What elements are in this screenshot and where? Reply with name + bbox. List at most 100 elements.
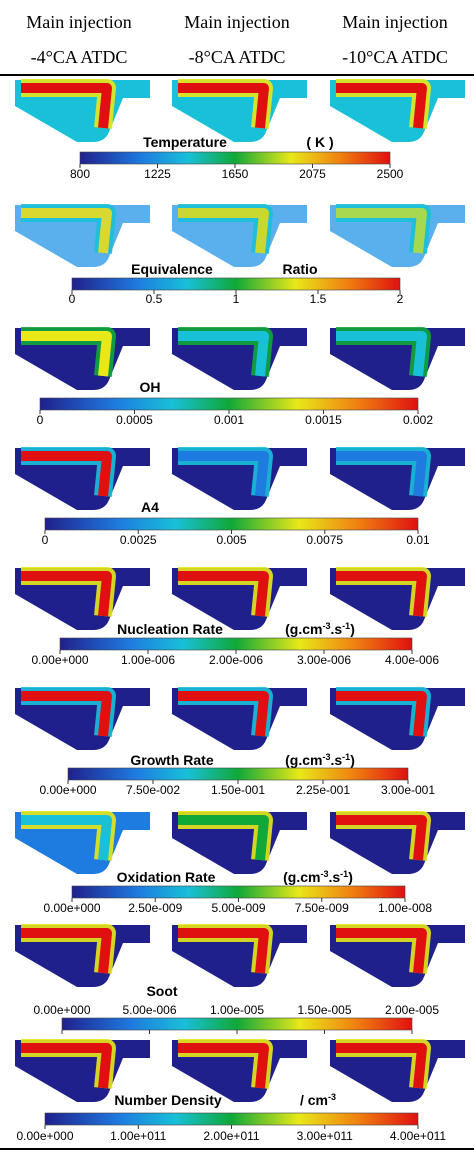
- colorbar-tick-label: 3.00e-001: [381, 783, 435, 797]
- colorbar: [44, 517, 419, 531]
- contour-band-inner: [21, 451, 112, 497]
- contour-band-inner: [336, 331, 427, 377]
- panel-title: Soot: [146, 983, 177, 999]
- unit-text: ): [350, 752, 355, 768]
- colorbar-tick-label: 0.01: [406, 533, 430, 547]
- contour-plot: [172, 447, 307, 510]
- unit-text: .s: [328, 869, 340, 885]
- contour-plot: [172, 1039, 307, 1102]
- colorbar: [71, 885, 406, 899]
- colorbar-tick-label: 0.00e+000: [39, 783, 96, 797]
- contour-band-inner: [336, 1043, 427, 1089]
- colorbar-tick-label: 0.0075: [306, 533, 343, 547]
- colorbar-tick-label: 5.00e-006: [122, 1003, 176, 1017]
- contour-band-inner: [178, 331, 269, 377]
- colorbar-tick-label: 0: [37, 413, 44, 427]
- contour-band-inner: [21, 83, 112, 129]
- colorbar: [79, 151, 391, 165]
- colorbar-tick-label: 0.00e+000: [16, 1129, 73, 1143]
- contour-plot: [15, 447, 150, 510]
- panel-title: A4: [141, 499, 159, 515]
- contour-plot: [15, 327, 150, 390]
- colorbar-tick-label: 1.00e-008: [378, 901, 432, 915]
- contour-band-inner: [178, 451, 269, 497]
- contour-band-inner: [178, 208, 269, 254]
- unit-text: / cm: [300, 1092, 328, 1108]
- colorbar-tick-label: 2500: [377, 167, 404, 181]
- colorbar-tick-label: 2: [397, 292, 404, 306]
- contour-plot: [330, 79, 465, 142]
- contour-band-inner: [21, 928, 112, 974]
- colorbar-tick-label: 0.005: [216, 533, 246, 547]
- unit-text: (g.cm: [285, 752, 322, 768]
- contour-band-inner: [336, 815, 427, 861]
- colorbar-tick-label: 7.50e-002: [126, 783, 180, 797]
- column-subheader: -8°CA ATDC: [189, 47, 286, 67]
- colorbar-tick-label: 1.00e-006: [121, 653, 175, 667]
- panel-title: Temperature: [143, 134, 227, 150]
- contour-plot: [15, 811, 150, 874]
- unit-text: .s: [330, 752, 342, 768]
- contour-plot: [15, 687, 150, 750]
- unit-text: ): [350, 621, 355, 637]
- column-subheader: -4°CA ATDC: [31, 47, 128, 67]
- unit-superscript: -1: [342, 752, 350, 762]
- contour-band-inner: [336, 691, 427, 737]
- contour-band-inner: [178, 83, 269, 129]
- colorbar-tick-label: 4.00e+011: [390, 1129, 446, 1143]
- colorbar: [44, 1112, 419, 1126]
- contour-band-inner: [178, 928, 269, 974]
- unit-superscript: -3: [320, 869, 328, 879]
- unit-superscript: -3: [322, 752, 330, 762]
- colorbar-tick-label: 800: [70, 167, 90, 181]
- colorbar-tick-label: 1.00e+011: [110, 1129, 166, 1143]
- contour-band-inner: [336, 83, 427, 129]
- contour-band-inner: [336, 928, 427, 974]
- panel-unit: (g.cm-3.s-1): [285, 752, 355, 768]
- panel-title: Nucleation Rate: [117, 621, 223, 637]
- contour-band-inner: [21, 691, 112, 737]
- contour-plot: [15, 924, 150, 987]
- colorbar-tick-label: 3.00e+011: [297, 1129, 353, 1143]
- colorbar-tick-label: 1650: [222, 167, 249, 181]
- panel-unit: (g.cm-3.s-1): [283, 869, 353, 885]
- unit-superscript: -3: [322, 621, 330, 631]
- contour-plot: [172, 567, 307, 630]
- colorbar-tick-label: 1.5: [310, 292, 327, 306]
- unit-superscript: -1: [340, 869, 348, 879]
- unit-text: Ratio: [283, 261, 318, 277]
- colorbar-tick-label: 0.5: [146, 292, 163, 306]
- colorbar-tick-label: 1: [233, 292, 240, 306]
- panel-unit: ( K ): [306, 134, 333, 150]
- colorbar-tick-label: 1.00e-005: [210, 1003, 264, 1017]
- colorbar-tick-label: 1.50e-005: [297, 1003, 351, 1017]
- colorbar: [61, 1017, 413, 1031]
- colorbar: [39, 397, 419, 411]
- colorbar-tick-label: 5.00e-009: [211, 901, 265, 915]
- contour-plot: [15, 204, 150, 267]
- colorbar-tick-label: 2.00e-005: [385, 1003, 439, 1017]
- contour-band-inner: [178, 1043, 269, 1089]
- colorbar-tick-label: 3.00e-006: [297, 653, 351, 667]
- contour-band-inner: [21, 331, 112, 377]
- contour-band-inner: [178, 691, 269, 737]
- contour-plot: [330, 204, 465, 267]
- contour-plot: [172, 687, 307, 750]
- contour-plot: [330, 924, 465, 987]
- colorbar-tick-label: 2.50e-009: [128, 901, 182, 915]
- colorbar-tick-label: 7.50e-009: [295, 901, 349, 915]
- panel-title: Growth Rate: [130, 752, 213, 768]
- panel-title: Equivalence: [131, 261, 213, 277]
- contour-plot: [330, 1039, 465, 1102]
- colorbar-tick-label: 0: [42, 533, 49, 547]
- colorbar-tick-label: 0.00e+000: [31, 653, 88, 667]
- column-subheader: -10°CA ATDC: [342, 47, 448, 67]
- contour-plot: [15, 79, 150, 142]
- colorbar-tick-label: 0.00e+000: [33, 1003, 90, 1017]
- colorbar: [59, 637, 413, 651]
- unit-text: (g.cm: [285, 621, 322, 637]
- contour-band-inner: [336, 208, 427, 254]
- panel-unit: (g.cm-3.s-1): [285, 621, 355, 637]
- contour-plot: [330, 327, 465, 390]
- colorbar-tick-label: 2.00e-006: [209, 653, 263, 667]
